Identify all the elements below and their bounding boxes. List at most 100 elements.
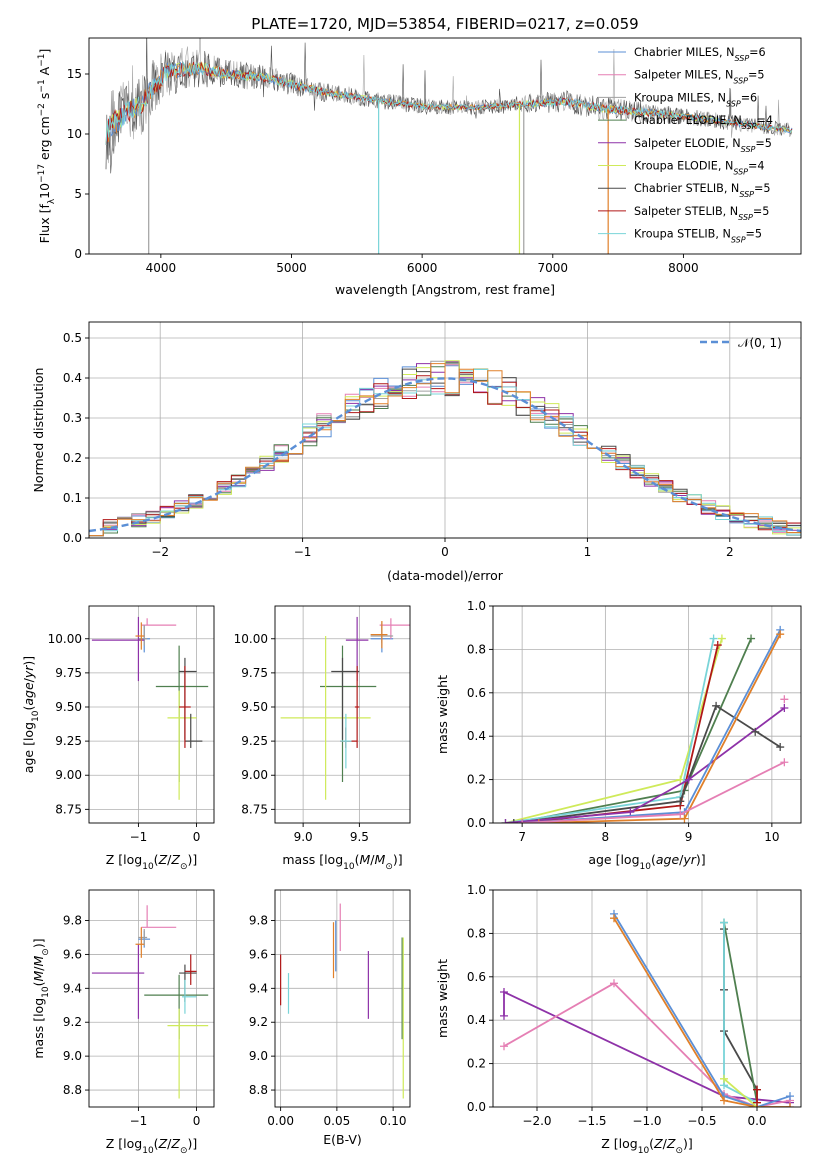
weight-point-marker	[676, 775, 685, 784]
weight-vs-metallicity-panel: −2.0 −1.5 −1.0 −0.5 0.0 0.0 0.2 0.4 0.6 0.8 1.0 Z […	[435, 883, 802, 1156]
y-tick-label: 0	[74, 247, 82, 261]
legend-entry: Chabrier ELODIE, NSSP=4	[634, 114, 773, 131]
weight-point-marker	[747, 634, 756, 643]
y-tick-label: 0.2	[467, 1057, 486, 1071]
y-tick-label: 8.8	[63, 1083, 82, 1097]
x-tick-label: 1	[584, 545, 592, 559]
x-tick-label: 8000	[668, 261, 699, 275]
y-axis-label: age [log10(age/yr)]	[21, 656, 41, 773]
weight-point-marker	[509, 819, 518, 823]
x-tick-label: 2	[726, 545, 734, 559]
plot-area	[501, 625, 789, 823]
axes-frame	[274, 605, 411, 824]
x-axis-label: Z [log10(Z/Z⊙)]	[106, 852, 198, 872]
plot-area	[500, 909, 794, 1107]
x-axis-label: E(B-V)	[323, 1132, 362, 1147]
y-tick-label: 9.4	[249, 981, 268, 995]
weight-point-marker	[713, 641, 722, 650]
y-tick-label: 0.3	[63, 411, 82, 425]
mass-vs-ebv-panel: 0.00 0.05 0.10 8.8 9.0 9.2 9.4 9.6 9.8 E(B-V)	[249, 889, 411, 1147]
weight-point-marker	[751, 727, 760, 736]
y-axis-label: mass [log10(M/M⊙)]	[31, 938, 51, 1058]
axes-frame	[274, 889, 411, 1108]
x-tick-label: 0	[441, 545, 449, 559]
x-tick-label: −1	[130, 1114, 148, 1128]
y-tick-label: 0.0	[467, 816, 486, 830]
plot-area	[280, 616, 410, 800]
spectrum-panel: 4000 5000 6000 7000 8000 0 5 10 15 wavelength [An…	[37, 37, 802, 297]
x-tick-label: 0.10	[380, 1114, 407, 1128]
legend-entry: Chabrier MILES, NSSP=6	[634, 46, 766, 63]
y-tick-label: 9.25	[241, 734, 268, 748]
x-axis-label: age [log10(age/yr)]	[588, 852, 705, 872]
weight-point-marker	[518, 819, 527, 823]
weight-series-line	[613, 913, 791, 1107]
y-tick-label: 0.6	[467, 686, 486, 700]
y-tick-label: 9.25	[55, 734, 82, 748]
x-tick-label: 0	[193, 1114, 201, 1128]
x-tick-label: 10	[764, 830, 779, 844]
x-tick-label: 0.00	[267, 1114, 294, 1128]
plot-area	[91, 905, 209, 1099]
weight-point-marker	[684, 775, 693, 784]
y-tick-label: 9.0	[63, 1049, 82, 1063]
weight-point-marker	[717, 634, 726, 643]
figure-title: PLATE=1720, MJD=53854, FIBERID=0217, z=0…	[251, 15, 638, 33]
weight-point-marker	[720, 1096, 728, 1105]
weight-series-line	[723, 1078, 758, 1107]
legend-entry: Kroupa ELODIE, NSSP=4	[634, 160, 765, 177]
age-vs-metallicity-panel: −1 0 8.75 9.00 9.25 9.50 9.75 10.00 Z [log10(Z/Z…	[21, 605, 215, 872]
y-tick-label: 8.75	[55, 802, 82, 816]
x-tick-label: 9.5	[350, 830, 369, 844]
plot-area	[105, 38, 793, 254]
y-tick-label: 9.0	[249, 1049, 268, 1063]
weight-series-line	[513, 704, 781, 823]
x-tick-label: −2	[151, 545, 169, 559]
x-tick-label: 8	[602, 830, 610, 844]
y-tick-label: 0.6	[467, 970, 486, 984]
y-tick-label: 0.4	[63, 371, 82, 385]
y-tick-label: 15	[67, 67, 82, 81]
legend-entry: Chabrier STELIB, NSSP=5	[634, 182, 771, 199]
x-tick-label: 0.0	[747, 1114, 766, 1128]
x-axis-label: mass [log10(M/M⊙)]	[282, 852, 402, 872]
weight-point-marker	[534, 819, 543, 823]
legend-entry: Kroupa MILES, NSSP=6	[634, 91, 757, 108]
x-axis-label: wavelength [Angstrom, rest frame]	[335, 282, 555, 297]
weight-vs-age-panel: 7 8 9 10 0.0 0.2 0.4 0.6 0.8 1.0 age [log10(age/yr…	[435, 599, 802, 872]
y-axis-label: Flux [fλ10−17 erg cm−2 s−1 A−1]	[37, 49, 57, 244]
y-tick-label: 0.1	[63, 491, 82, 505]
y-tick-label: 9.6	[63, 947, 82, 961]
weight-point-marker	[786, 1103, 794, 1107]
weight-point-marker	[500, 1042, 508, 1051]
axes-frame	[88, 605, 215, 824]
x-tick-label: −2.0	[522, 1114, 551, 1128]
y-axis-label: mass weight	[435, 675, 450, 754]
y-tick-label: 8.75	[241, 802, 268, 816]
y-tick-label: 9.00	[241, 768, 268, 782]
legend-entry: Salpeter ELODIE, NSSP=5	[634, 137, 772, 154]
y-axis-label: Normed distribution	[31, 368, 46, 493]
y-tick-label: 1.0	[467, 883, 486, 897]
weight-point-marker	[780, 703, 789, 712]
residuals-panel: −2 −1 0 1 2 0.0 0.1 0.2 0.3 0.4 0.5 (data-model)/er…	[31, 321, 802, 583]
y-tick-label: 9.2	[249, 1015, 268, 1029]
weight-point-marker	[610, 914, 618, 923]
weight-point-marker	[500, 1011, 508, 1020]
weight-point-marker	[501, 819, 510, 823]
weight-series-line	[513, 638, 752, 823]
y-tick-label: 0.8	[467, 642, 486, 656]
y-tick-label: 9.75	[241, 666, 268, 680]
legend-entry: Salpeter MILES, NSSP=5	[634, 69, 765, 86]
plot-area	[91, 616, 209, 800]
x-tick-label: 7	[518, 830, 526, 844]
weight-point-marker	[626, 808, 635, 817]
x-tick-label: 4000	[146, 261, 177, 275]
x-tick-label: 5000	[276, 261, 307, 275]
legend: Chabrier MILES, NSSP=6 Salpeter MILES, NS…	[598, 46, 773, 244]
weight-point-marker	[780, 758, 789, 767]
legend-entry: 𝒩(0, 1)	[738, 336, 782, 350]
x-tick-label: −1.5	[577, 1114, 606, 1128]
axes-frame	[88, 37, 802, 255]
y-tick-label: 9.75	[55, 666, 82, 680]
